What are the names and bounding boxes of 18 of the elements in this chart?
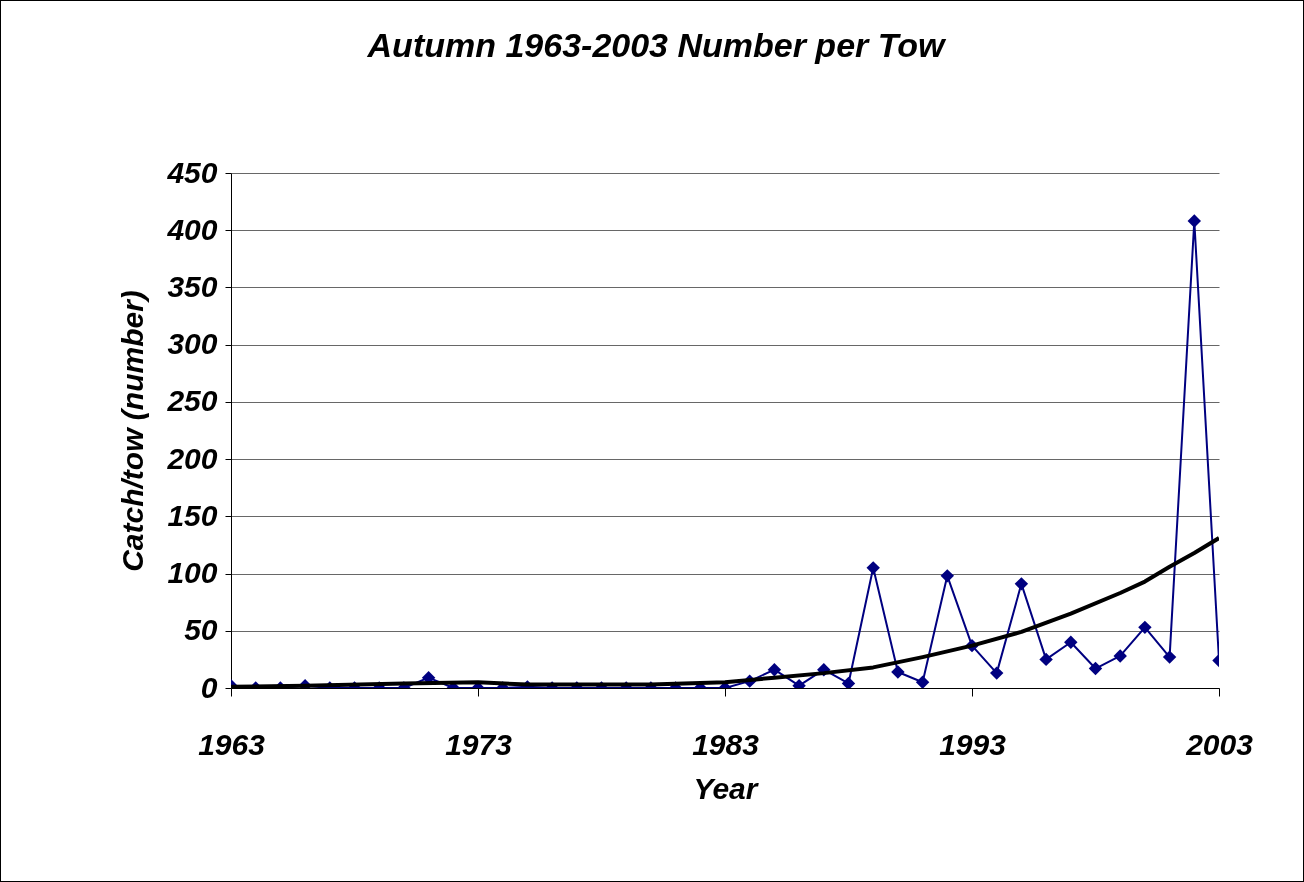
y-tick-label: 400 [166, 212, 218, 246]
y-tick-label: 50 [184, 613, 218, 647]
y-tick-label: 250 [166, 384, 218, 418]
x-tick-label: 1993 [939, 727, 1007, 761]
x-tick-label: 1983 [692, 727, 760, 761]
x-tick-label: 2003 [1185, 727, 1254, 761]
y-tick-label: 350 [167, 269, 218, 303]
y-tick-label: 100 [167, 556, 218, 590]
chart-title: Autumn 1963-2003 Number per Tow [366, 26, 947, 64]
y-tick-label: 450 [166, 155, 218, 189]
y-tick-label: 200 [166, 441, 218, 475]
y-tick-label: 0 [200, 670, 218, 704]
y-tick-label: 150 [167, 498, 218, 532]
y-tick-label: 300 [167, 327, 218, 361]
y-axis-title: Catch/tow (number) [116, 290, 150, 572]
x-tick-label: 1963 [198, 727, 266, 761]
x-axis-title: Year [693, 771, 760, 805]
x-tick-label: 1973 [445, 727, 513, 761]
